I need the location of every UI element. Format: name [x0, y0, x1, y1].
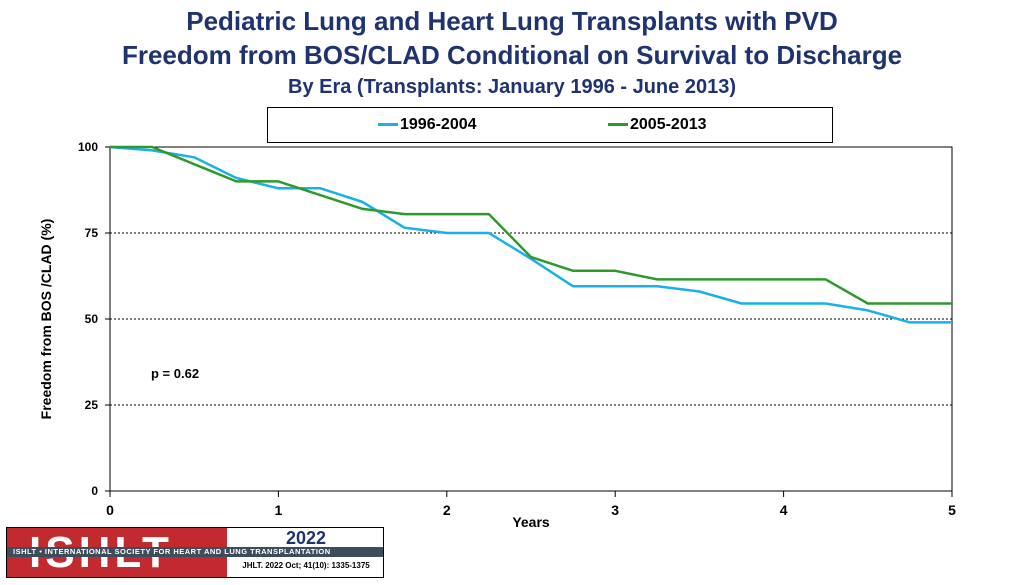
x-tick-label-3: 3	[611, 502, 619, 518]
x-tick-label-2: 2	[443, 502, 451, 518]
ishlt-logo: ISHLT ISHLT • INTERNATIONAL SOCIETY FOR …	[6, 527, 384, 578]
x-tick-label-4: 4	[780, 502, 788, 518]
x-tick-label-5: 5	[948, 502, 956, 518]
series-lines	[109, 145, 952, 324]
y-tick-label-100: 100	[78, 140, 98, 154]
chart-subtitle: By Era (Transplants: January 1996 - June…	[288, 76, 736, 98]
p-value-annotation: p = 0.62	[151, 366, 199, 381]
legend-label-1996-2004: 1996-2004	[400, 116, 477, 133]
y-tick-label-75: 75	[85, 226, 99, 240]
series-line-1996-2004	[109, 145, 952, 324]
y-tick-label-50: 50	[85, 312, 99, 326]
axis-ticks: 0 25 50 75 100 0 1 2 3 4 5	[78, 140, 956, 518]
chart-title-line1: Pediatric Lung and Heart Lung Transplant…	[186, 6, 838, 36]
legend-swatch-2005-2013	[608, 123, 628, 127]
x-axis-label: Years	[512, 514, 550, 530]
journal-citation: JHLT. 2022 Oct; 41(10): 1335-1375	[242, 561, 370, 570]
chart-legend: 1996-2004 2005-2013	[267, 107, 833, 143]
logo-year: 2022	[285, 528, 327, 548]
legend-item-1996-2004: 1996-2004	[378, 116, 477, 134]
legend-swatch-1996-2004	[378, 123, 398, 127]
logo-band-text: ISHLT • INTERNATIONAL SOCIETY FOR HEART …	[7, 547, 383, 557]
gridlines	[110, 146, 952, 406]
x-tick-label-0: 0	[106, 502, 114, 518]
y-tick-label-0: 0	[91, 484, 98, 498]
legend-item-2005-2013: 2005-2013	[608, 116, 707, 134]
x-tick-label-1: 1	[275, 502, 283, 518]
series-line-2005-2013	[110, 145, 952, 305]
y-tick-label-25: 25	[85, 398, 99, 412]
chart-title-line2: Freedom from BOS/CLAD Conditional on Sur…	[121, 40, 903, 70]
y-axis-label: Freedom from BOS /CLAD (%)	[38, 219, 54, 420]
legend-label-2005-2013: 2005-2013	[630, 116, 707, 133]
